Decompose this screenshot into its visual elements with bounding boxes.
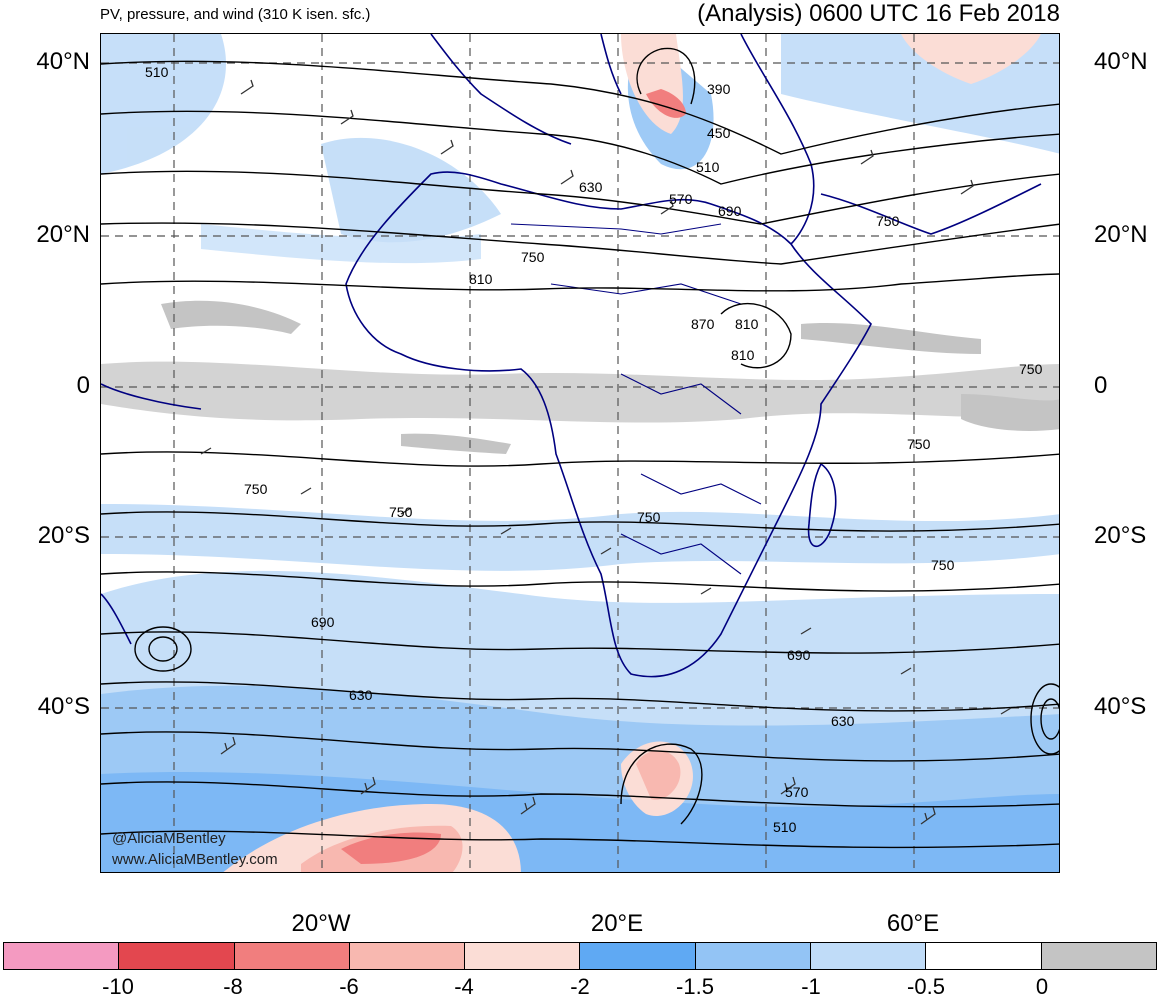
colorbar-tick: -0.5 [907, 974, 945, 999]
lon-label: 20°W [291, 910, 351, 937]
lat-label-left: 0 [76, 372, 90, 399]
contour-label: 870 [691, 316, 715, 332]
map-panel: 510 390 450 510 630 570 690 750 750 810 … [100, 33, 1060, 873]
contour-label: 570 [785, 784, 809, 800]
colorbar-cell [4, 943, 120, 969]
contour-label: 810 [469, 271, 493, 287]
contour-label: 750 [931, 557, 955, 573]
colorbar-cell [234, 943, 350, 969]
contour-label: 690 [718, 203, 742, 219]
contour-label: 750 [244, 481, 268, 497]
pv-colorbar [3, 942, 1157, 970]
lat-label-left: 20°N [36, 221, 90, 248]
contour-label: 750 [521, 249, 545, 265]
lat-label-right: 0 [1094, 372, 1108, 399]
lon-label: 60°E [886, 910, 940, 937]
contour-label: 750 [907, 436, 931, 452]
contour-label: 810 [731, 347, 755, 363]
colorbar-tick: -6 [339, 974, 359, 999]
lat-label-right: 40°S [1094, 693, 1147, 720]
map-subtitle: PV, pressure, and wind (310 K isen. sfc.… [100, 6, 371, 23]
lat-label-right: 20°N [1094, 221, 1148, 248]
contour-label: 750 [389, 504, 413, 520]
contour-label: 810 [735, 316, 759, 332]
contour-label: 630 [831, 713, 855, 729]
colorbar-tick: -2 [570, 974, 590, 999]
graticule [101, 34, 1059, 872]
watermark-handle: @AliciaMBentley [112, 830, 226, 847]
colorbar-cell [119, 943, 235, 969]
contour-label: 750 [876, 213, 900, 229]
colorbar-cell [695, 943, 812, 969]
colorbar-cell [349, 943, 466, 969]
contour-label: 510 [773, 819, 797, 835]
map-canvas: 510 390 450 510 630 570 690 750 750 810 … [101, 34, 1059, 872]
lat-label-left: 40°N [36, 48, 90, 75]
contour-labels: 510 390 450 510 630 570 690 750 750 810 … [145, 64, 1043, 835]
contour-label: 750 [1019, 361, 1043, 377]
contour-label: 570 [669, 191, 693, 207]
colorbar-tick: -4 [454, 974, 474, 999]
colorbar-cell [811, 943, 927, 969]
colorbar-cell [465, 943, 581, 969]
lat-label-left: 20°S [37, 522, 90, 549]
contour-label: 390 [707, 81, 731, 97]
contour-label: 450 [707, 125, 731, 141]
contour-label: 630 [579, 179, 603, 195]
colorbar-tick: -8 [223, 974, 243, 999]
colorbar-tick: -1.5 [676, 974, 714, 999]
map-title: (Analysis) 0600 UTC 16 Feb 2018 [697, 0, 1060, 27]
colorbar-cell [1041, 943, 1156, 969]
colorbar-cell [926, 943, 1042, 969]
colorbar-tick: -10 [102, 974, 134, 999]
colorbar-cell [580, 943, 696, 969]
contour-label: 750 [637, 509, 661, 525]
watermark-site: www.AliciaMBentley.com [112, 851, 278, 868]
contour-label: 630 [349, 687, 373, 703]
contour-label: 510 [145, 64, 169, 80]
contour-label: 510 [696, 159, 720, 175]
colorbar-tick: 0 [1035, 974, 1049, 999]
wind-barbs [200, 79, 1012, 825]
contour-label: 690 [787, 647, 811, 663]
lat-label-right: 20°S [1094, 522, 1147, 549]
pv-shading-red [223, 34, 1041, 872]
colorbar-tick: -1 [801, 974, 821, 999]
lat-label-left: 40°S [37, 693, 90, 720]
pv-shading-gray [101, 300, 1059, 454]
pressure-contours [101, 47, 1059, 849]
lat-label-right: 40°N [1094, 48, 1148, 75]
contour-label: 690 [311, 614, 335, 630]
lon-label: 20°E [590, 910, 644, 937]
